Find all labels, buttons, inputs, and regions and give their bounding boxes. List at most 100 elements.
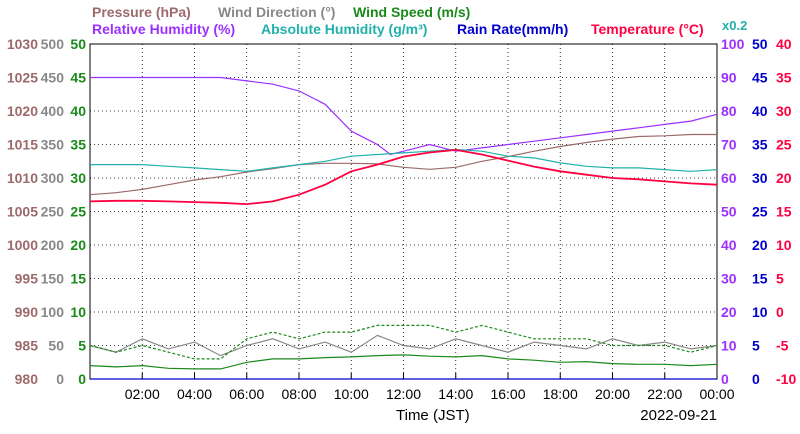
tick-temperature: 30 [776, 103, 792, 119]
legend-wind-speed: Wind Speed (m/s) [353, 4, 470, 20]
tick-wind_direction: 200 [41, 237, 65, 253]
tick-wind_direction: 300 [41, 170, 65, 186]
right-axes: 1009080706050403020100504540353025201510… [721, 36, 796, 387]
tick-wind_speed: 15 [70, 271, 86, 287]
tick-temperature: 25 [776, 137, 792, 153]
tick-temperature: 10 [776, 237, 792, 253]
tick-wind_speed: 45 [70, 70, 86, 86]
tick-rain_rate: 25 [752, 204, 768, 220]
legend-relative-humidity: Relative Humidity (%) [92, 21, 235, 37]
tick-temperature: 35 [776, 70, 792, 86]
tick-temperature: 20 [776, 170, 792, 186]
x-tick-label: 08:00 [281, 386, 316, 402]
series-line-5 [89, 334, 718, 357]
series-line-6 [89, 324, 718, 360]
x-axis: 02:00 04:00 06:00 08:00 10:00 12:00 14:00 16:00… [125, 373, 735, 402]
tick-wind_direction: 500 [41, 36, 65, 52]
left-axes: 1030102510201015101010051000995990985980… [7, 36, 86, 387]
tick-relative_humidity: 100 [721, 36, 745, 52]
legend-temperature: Temperature (°C) [591, 21, 704, 37]
tick-wind_direction: 150 [41, 271, 65, 287]
legend-wind-direction: Wind Direction (°) [218, 4, 335, 20]
tick-wind_speed: 10 [70, 304, 86, 320]
x-tick-label: 18:00 [543, 386, 578, 402]
tick-rain_rate: 10 [752, 304, 768, 320]
tick-pressure: 995 [15, 271, 39, 287]
tick-relative_humidity: 70 [721, 137, 737, 153]
tick-pressure: 1010 [7, 170, 38, 186]
tick-rain_rate: 35 [752, 137, 768, 153]
tick-relative_humidity: 50 [721, 204, 737, 220]
tick-rain_rate: 15 [752, 271, 768, 287]
tick-wind_speed: 40 [70, 103, 86, 119]
tick-relative_humidity: 90 [721, 70, 737, 86]
tick-wind_direction: 100 [41, 304, 65, 320]
tick-wind_direction: 400 [41, 103, 65, 119]
tick-temperature: -10 [776, 371, 796, 387]
tick-rain_rate: 0 [752, 371, 760, 387]
tick-wind_direction: 0 [56, 371, 64, 387]
series-line-0 [89, 133, 717, 196]
legend-rain-rate: Rain Rate(mm/h) [457, 21, 568, 37]
tick-pressure: 1015 [7, 137, 38, 153]
series-line-3 [89, 148, 718, 206]
x-tick-label: 12:00 [386, 386, 421, 402]
series-line-2 [90, 148, 718, 172]
x-tick-label: 20:00 [595, 386, 630, 402]
tick-relative_humidity: 80 [721, 103, 737, 119]
tick-pressure: 1030 [7, 36, 38, 52]
legend-pressure: Pressure (hPa) [92, 4, 191, 20]
tick-pressure: 1000 [7, 237, 38, 253]
tick-rain_rate: 5 [752, 338, 760, 354]
series-line-7 [89, 354, 718, 370]
tick-wind_direction: 50 [48, 338, 64, 354]
tick-relative_humidity: 30 [721, 271, 737, 287]
tick-wind_speed: 50 [70, 36, 86, 52]
tick-relative_humidity: 20 [721, 304, 737, 320]
tick-wind_speed: 20 [70, 237, 86, 253]
tick-relative_humidity: 0 [721, 371, 729, 387]
tick-pressure: 985 [15, 338, 39, 354]
x-tick-label: 02:00 [125, 386, 160, 402]
date-label: 2022-09-21 [640, 407, 717, 424]
legend-absolute-humidity: Absolute Humidity (g/m³) [261, 21, 427, 37]
tick-relative_humidity: 60 [721, 170, 737, 186]
tick-temperature: 0 [776, 304, 784, 320]
tick-pressure: 980 [15, 371, 39, 387]
tick-wind_speed: 5 [78, 338, 86, 354]
tick-temperature: -5 [776, 338, 789, 354]
tick-rain_rate: 40 [752, 103, 768, 119]
grid-lines [90, 44, 717, 379]
tick-wind_speed: 0 [78, 371, 86, 387]
tick-pressure: 1005 [7, 204, 38, 220]
tick-relative_humidity: 10 [721, 338, 737, 354]
tick-wind_direction: 450 [41, 70, 65, 86]
x-axis-label: Time (JST) [396, 407, 470, 424]
x-tick-label: 10:00 [334, 386, 369, 402]
tick-relative_humidity: 40 [721, 237, 737, 253]
x-tick-label: 22:00 [647, 386, 682, 402]
tick-wind_speed: 25 [70, 204, 86, 220]
tick-pressure: 990 [15, 304, 39, 320]
x-tick-label: 14:00 [438, 386, 473, 402]
x-tick-label: 16:00 [490, 386, 525, 402]
tick-temperature: 15 [776, 204, 792, 220]
tick-temperature: 40 [776, 36, 792, 52]
series-line-1 [90, 76, 718, 156]
x-tick-label: 04:00 [177, 386, 212, 402]
tick-temperature: 5 [776, 271, 784, 287]
tick-rain_rate: 45 [752, 70, 768, 86]
tick-wind_direction: 250 [41, 204, 65, 220]
tick-wind_speed: 35 [70, 137, 86, 153]
tick-wind_direction: 350 [41, 137, 65, 153]
tick-rain_rate: 30 [752, 170, 768, 186]
tick-rain_rate: 20 [752, 237, 768, 253]
tick-pressure: 1025 [7, 70, 38, 86]
x-tick-label: 06:00 [229, 386, 264, 402]
tick-rain_rate: 50 [752, 36, 768, 52]
x-tick-label: 00:00 [699, 386, 734, 402]
scale-note: x0.2 [722, 18, 747, 33]
tick-wind_speed: 30 [70, 170, 86, 186]
tick-pressure: 1020 [7, 103, 38, 119]
